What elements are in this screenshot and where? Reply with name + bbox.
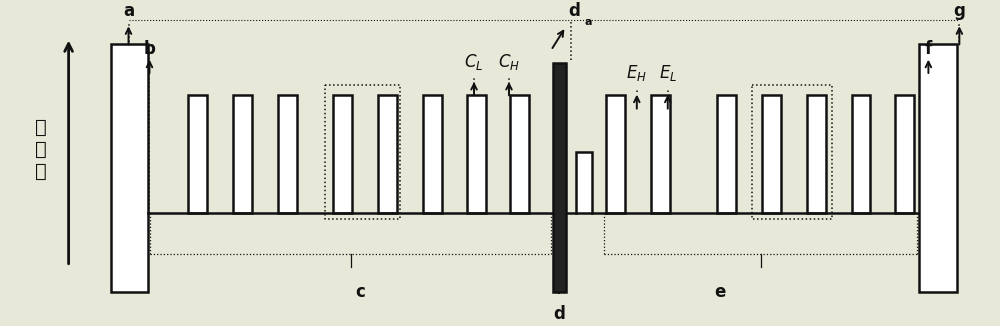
Bar	[576, 152, 592, 213]
Text: $E_L$: $E_L$	[659, 63, 677, 83]
Bar	[278, 95, 297, 213]
Text: b: b	[144, 40, 155, 58]
Bar	[510, 95, 529, 213]
Bar	[919, 44, 957, 292]
Bar	[233, 95, 252, 213]
Text: g: g	[953, 2, 965, 20]
Bar	[111, 44, 148, 292]
Text: a: a	[123, 2, 134, 20]
Bar	[651, 95, 670, 213]
Text: $C_H$: $C_H$	[498, 52, 520, 72]
Text: d: d	[568, 2, 580, 20]
Bar	[717, 95, 736, 213]
Bar	[852, 95, 870, 213]
Bar	[762, 95, 781, 213]
Text: e: e	[714, 283, 725, 301]
Text: a: a	[584, 17, 592, 27]
Bar	[188, 95, 207, 213]
Text: $C_L$: $C_L$	[464, 52, 484, 72]
Bar	[807, 95, 826, 213]
Bar	[606, 95, 625, 213]
Text: f: f	[925, 40, 932, 58]
Bar	[467, 95, 486, 213]
Text: $E_H$: $E_H$	[626, 63, 647, 83]
Bar	[553, 63, 566, 292]
Text: 折
射
率: 折 射 率	[35, 117, 47, 181]
Text: c: c	[355, 283, 365, 301]
Text: d: d	[553, 305, 565, 323]
Bar	[333, 95, 352, 213]
Bar	[423, 95, 442, 213]
Bar	[378, 95, 397, 213]
Bar	[895, 95, 914, 213]
